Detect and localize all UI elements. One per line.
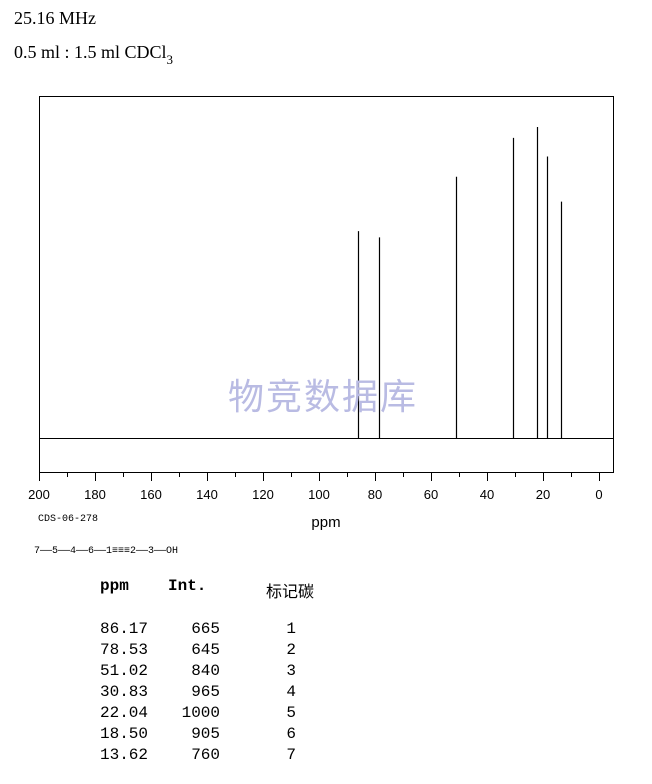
- compound-code: CDS-06-278: [38, 514, 99, 525]
- table-header-ppm: ppm: [100, 577, 129, 595]
- table-cell-int: 840: [191, 662, 220, 680]
- table-cell-int: 645: [191, 641, 220, 659]
- table-cell-ppm: 86.17: [100, 620, 149, 638]
- table-cell-ppm: 22.04: [100, 704, 149, 722]
- table-cell-carbon: 2: [286, 641, 296, 659]
- x-tick-label: 180: [84, 487, 106, 502]
- x-tick-label: 200: [28, 487, 50, 502]
- x-tick-label: 60: [424, 487, 438, 502]
- x-tick-label: 40: [480, 487, 494, 502]
- table-cell-ppm: 78.53: [100, 641, 149, 659]
- table-cell-ppm: 51.02: [100, 662, 149, 680]
- x-tick-label: 20: [536, 487, 550, 502]
- plot-frame: [39, 96, 614, 473]
- table-cell-carbon: 1: [286, 620, 296, 638]
- table-cell-int: 905: [191, 725, 220, 743]
- table-cell-int: 1000: [181, 704, 220, 722]
- table-cell-carbon: 7: [286, 746, 296, 764]
- table-cell-int: 665: [191, 620, 220, 638]
- table-cell-int: 965: [191, 683, 220, 701]
- x-tick-label: 160: [140, 487, 162, 502]
- nmr-spectrum-chart: 200 180 160 140 120 100 80 60 40 20 0 ppm: [28, 96, 614, 531]
- x-axis-ticks: 200 180 160 140 120 100 80 60 40 20 0: [28, 472, 603, 502]
- peak-series: [357, 127, 563, 438]
- solvent-label: 0.5 ml : 1.5 ml CDCl3: [14, 42, 173, 68]
- table-cell-carbon: 6: [286, 725, 296, 743]
- x-tick-label: 100: [308, 487, 330, 502]
- x-tick-label: 0: [595, 487, 602, 502]
- table-cell-carbon: 3: [286, 662, 296, 680]
- table-cell-ppm: 18.50: [100, 725, 149, 743]
- x-tick-label: 120: [252, 487, 274, 502]
- table-cell-carbon: 4: [286, 683, 296, 701]
- table-header-int: Int.: [168, 577, 207, 595]
- x-tick-label: 80: [368, 487, 382, 502]
- solvent-subscript: 3: [166, 52, 174, 67]
- watermark-text: 物竞数据库: [228, 377, 419, 418]
- table-cell-ppm: 13.62: [100, 746, 149, 764]
- table-cell-carbon: 5: [286, 704, 296, 722]
- structure-diagram: 7——5——4——6——1≡≡≡2——3——OH: [34, 546, 179, 557]
- table-cell-ppm: 30.83: [100, 683, 149, 701]
- frequency-label: 25.16 MHz: [14, 8, 96, 28]
- table-cell-int: 760: [191, 746, 220, 764]
- x-axis-label: ppm: [311, 514, 340, 531]
- x-tick-label: 140: [196, 487, 218, 502]
- solvent-text: 0.5 ml : 1.5 ml CDCl: [14, 42, 167, 62]
- table-header-carbon: 标记碳: [266, 582, 315, 601]
